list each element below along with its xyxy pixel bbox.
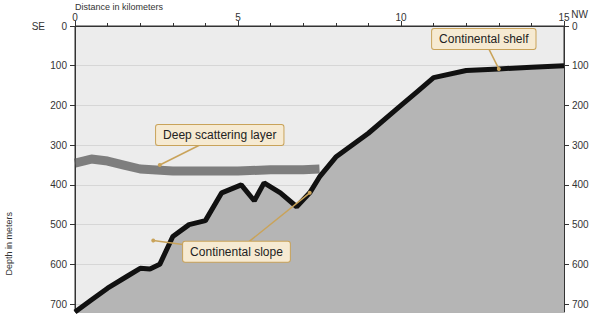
svg-text:200: 200 <box>572 100 589 111</box>
svg-text:10: 10 <box>395 12 407 23</box>
svg-text:Continental slope: Continental slope <box>190 245 283 259</box>
svg-text:200: 200 <box>50 100 67 111</box>
svg-text:400: 400 <box>50 179 67 190</box>
svg-text:Continental shelf: Continental shelf <box>439 32 529 46</box>
svg-text:SE: SE <box>32 21 46 32</box>
svg-text:500: 500 <box>572 219 589 230</box>
svg-text:600: 600 <box>572 259 589 270</box>
svg-text:100: 100 <box>572 60 589 71</box>
svg-text:5: 5 <box>235 12 241 23</box>
svg-text:500: 500 <box>50 219 67 230</box>
svg-text:Distance in kilometers: Distance in kilometers <box>75 2 164 12</box>
svg-text:Deep scattering layer: Deep scattering layer <box>163 128 276 142</box>
svg-text:700: 700 <box>572 299 589 310</box>
svg-text:300: 300 <box>572 140 589 151</box>
svg-text:Depth in meters: Depth in meters <box>4 211 14 275</box>
svg-text:0: 0 <box>72 12 78 23</box>
svg-text:100: 100 <box>50 60 67 71</box>
svg-text:0: 0 <box>61 21 67 32</box>
svg-text:15: 15 <box>558 12 570 23</box>
svg-text:NW: NW <box>571 9 588 20</box>
svg-text:700: 700 <box>50 299 67 310</box>
svg-text:400: 400 <box>572 179 589 190</box>
svg-text:0: 0 <box>572 21 578 32</box>
svg-text:300: 300 <box>50 140 67 151</box>
svg-text:600: 600 <box>50 259 67 270</box>
